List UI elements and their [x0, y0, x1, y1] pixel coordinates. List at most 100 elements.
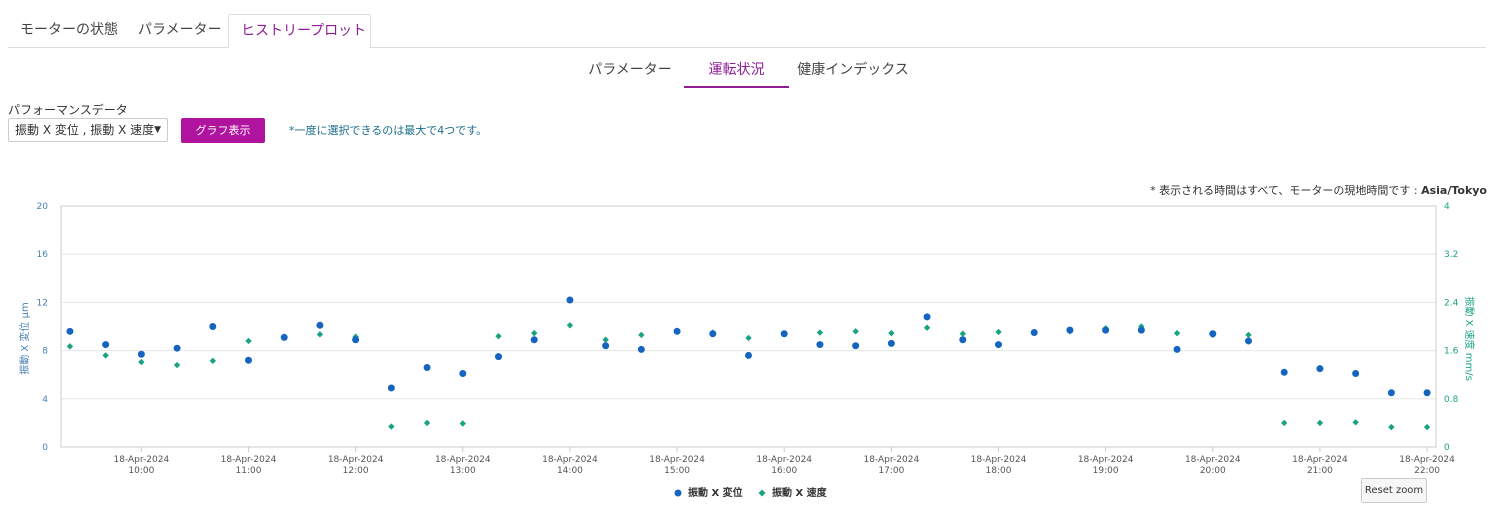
legend-label-displacement[interactable]: 振動 X 変位 [688, 486, 743, 499]
displacement-point[interactable] [423, 363, 431, 371]
displacement-point[interactable] [280, 333, 288, 341]
x-tick-time: 21:00 [1307, 466, 1333, 476]
displacement-point[interactable] [102, 341, 110, 349]
velocity-point[interactable] [1388, 423, 1395, 431]
displacement-point[interactable] [1423, 389, 1431, 397]
x-tick-time: 11:00 [236, 466, 262, 476]
velocity-point[interactable] [66, 343, 74, 350]
displacement-point[interactable] [495, 353, 502, 361]
velocity-point[interactable] [1173, 329, 1181, 337]
displacement-point[interactable] [959, 336, 967, 344]
x-tick-time: 14:00 [557, 466, 583, 476]
displacement-point[interactable] [1102, 326, 1110, 334]
displacement-point[interactable] [459, 369, 467, 377]
displacement-point[interactable] [1352, 369, 1360, 377]
velocity-point[interactable] [602, 336, 609, 343]
x-tick-time: 17:00 [878, 466, 904, 476]
displacement-point[interactable] [1173, 345, 1181, 353]
displacement-point[interactable] [245, 356, 252, 364]
show-graph-button[interactable]: グラフ表示 [181, 118, 265, 143]
displacement-point[interactable] [566, 296, 574, 304]
velocity-point[interactable] [1423, 423, 1431, 431]
velocity-point[interactable] [1316, 419, 1324, 427]
velocity-point[interactable] [1352, 419, 1359, 426]
displacement-point[interactable] [745, 351, 752, 359]
displacement-point[interactable] [316, 321, 324, 329]
x-tick-time: 15:00 [664, 466, 690, 476]
left-tick-label: 0 [42, 443, 48, 453]
velocity-point[interactable] [495, 332, 502, 340]
displacement-point[interactable] [173, 344, 181, 352]
displacement-point[interactable] [923, 313, 931, 321]
displacement-point[interactable] [852, 342, 860, 350]
displacement-point[interactable] [709, 330, 717, 338]
velocity-point[interactable] [638, 331, 645, 339]
displacement-point[interactable] [602, 342, 610, 350]
displacement-point[interactable] [673, 327, 681, 335]
displacement-point[interactable] [1280, 368, 1288, 376]
right-axis-ticks: 0 0.8 1.6 2.4 3.2 4 [1444, 202, 1459, 453]
velocity-point[interactable] [566, 322, 574, 329]
displacement-point[interactable] [352, 336, 360, 344]
legend-marker-displacement [674, 489, 682, 497]
velocity-point[interactable] [888, 329, 895, 337]
displacement-point[interactable] [1245, 337, 1252, 345]
velocity-point[interactable] [1138, 323, 1145, 330]
right-tick-label: 0 [1444, 443, 1450, 453]
reset-zoom-button[interactable]: Reset zoom [1361, 478, 1427, 503]
velocity-point[interactable] [316, 331, 324, 338]
displacement-point[interactable] [530, 336, 538, 344]
displacement-point[interactable] [637, 345, 645, 353]
displacement-point[interactable] [387, 384, 395, 392]
velocity-point[interactable] [852, 328, 859, 335]
tab-parameters[interactable]: パラメーター [138, 22, 222, 38]
x-tick-time: 10:00 [128, 466, 154, 476]
displacement-point[interactable] [1030, 329, 1038, 337]
velocity-point[interactable] [102, 352, 109, 359]
x-tick-time: 22:00 [1414, 466, 1440, 476]
displacement-point[interactable] [209, 323, 217, 330]
displacement-point[interactable] [816, 341, 824, 349]
tab-history-plot[interactable]: ヒストリープロット [228, 14, 371, 49]
displacement-point[interactable] [1066, 326, 1074, 334]
velocity-point[interactable] [1281, 419, 1288, 427]
displacement-point[interactable] [887, 339, 895, 347]
displacement-point[interactable] [137, 350, 145, 358]
timezone-note-prefix: * 表示される時間はすべて、モーターの現地時間です : [1150, 184, 1422, 197]
x-tick-date: 18-Apr-2024 [649, 455, 705, 465]
velocity-point[interactable] [423, 419, 431, 427]
velocity-point[interactable] [459, 420, 466, 427]
x-tick-date: 18-Apr-2024 [1292, 455, 1348, 465]
velocity-point[interactable] [138, 358, 145, 366]
velocity-point[interactable] [531, 329, 538, 337]
tab-motor-status[interactable]: モーターの状態 [20, 22, 118, 38]
velocity-point[interactable] [1245, 331, 1252, 339]
velocity-point[interactable] [816, 329, 824, 336]
velocity-point[interactable] [923, 324, 931, 331]
timezone-note: * 表示される時間はすべて、モーターの現地時間です : Asia/Tokyo [1150, 182, 1487, 198]
subtab-operating-status[interactable]: 運転状況 [684, 56, 789, 88]
subtab-health-index[interactable]: 健康インデックス [797, 62, 909, 78]
displacement-point[interactable] [1209, 330, 1217, 338]
displacement-point[interactable] [1387, 389, 1395, 397]
velocity-point[interactable] [995, 328, 1002, 336]
velocity-point[interactable] [388, 423, 395, 430]
subtab-parameters[interactable]: パラメーター [588, 62, 672, 78]
left-tick-label: 16 [37, 250, 49, 260]
displacement-point[interactable] [995, 341, 1002, 349]
velocity-point[interactable] [245, 337, 252, 345]
x-tick-date: 18-Apr-2024 [328, 455, 384, 465]
displacement-point[interactable] [1137, 326, 1145, 334]
performance-data-select[interactable]: 振動 X 変位 , 振動 X 速度 ▼ [8, 118, 168, 142]
displacement-point[interactable] [1316, 365, 1324, 373]
legend-label-velocity[interactable]: 振動 X 速度 [772, 486, 828, 499]
performance-data-label: パフォーマンスデータ [8, 103, 128, 117]
velocity-point[interactable] [209, 357, 216, 365]
velocity-point[interactable] [173, 361, 181, 369]
x-tick-date: 18-Apr-2024 [221, 455, 277, 465]
velocity-point[interactable] [959, 330, 966, 337]
displacement-point[interactable] [66, 327, 74, 335]
displacement-point[interactable] [780, 330, 788, 338]
right-tick-label: 3.2 [1444, 250, 1458, 260]
velocity-point[interactable] [745, 334, 752, 342]
